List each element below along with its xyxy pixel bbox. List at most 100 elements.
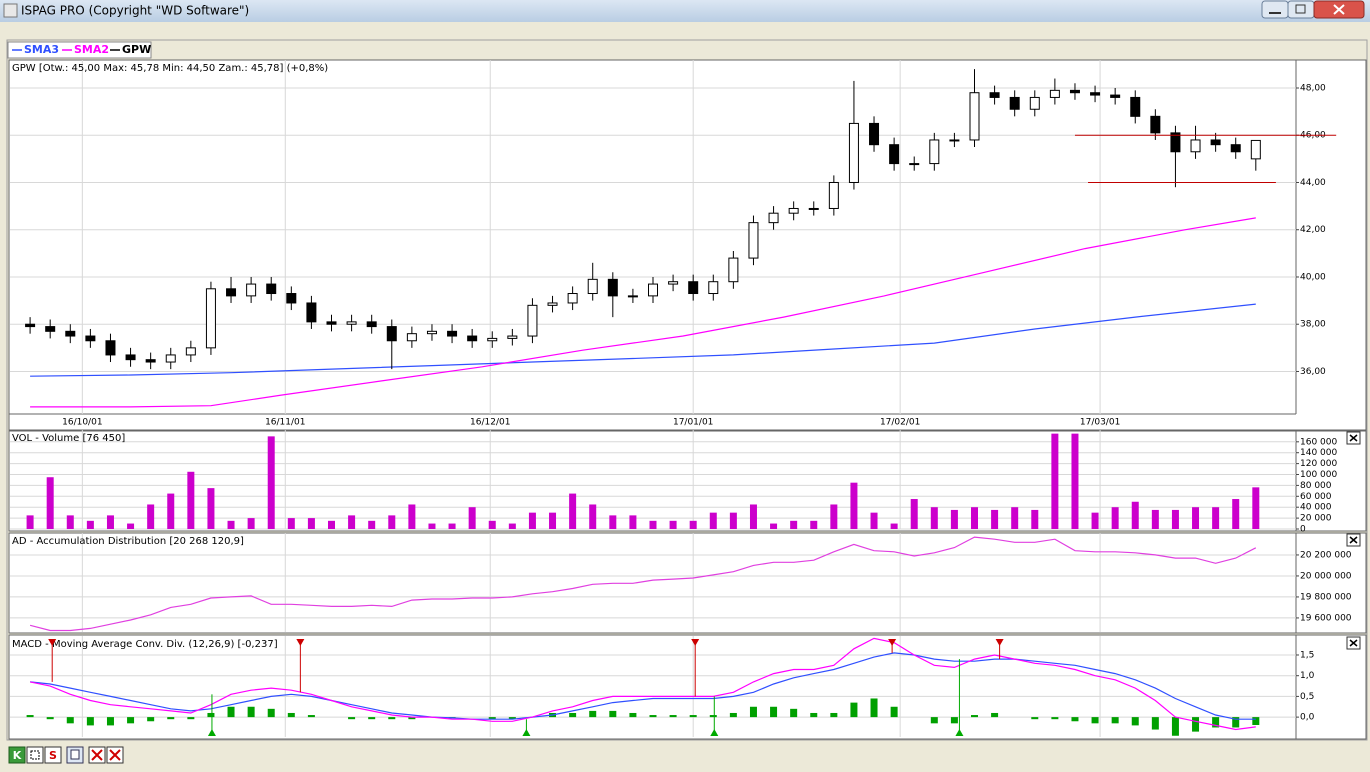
bar [810, 520, 818, 529]
price-panel [8, 59, 1367, 431]
volume-panel [8, 430, 1367, 532]
candle-body [648, 283, 658, 297]
bar [468, 507, 476, 529]
bar [428, 523, 436, 529]
candle-body [547, 302, 558, 306]
y-tick-label: 1,5 [1300, 650, 1314, 660]
bar [1232, 717, 1240, 728]
candle-body [266, 283, 277, 295]
bar [408, 717, 416, 720]
bar [689, 715, 697, 718]
signal-marker [691, 639, 700, 646]
bar [46, 717, 54, 720]
candle-body [447, 330, 458, 337]
ad-panel [8, 532, 1367, 634]
candle-body [487, 337, 498, 342]
candle-body [728, 257, 739, 283]
bar [589, 710, 597, 718]
bar [147, 504, 155, 529]
toolbar-icon [109, 749, 121, 761]
y-tick-label: 0 [1300, 525, 1306, 535]
bar [1071, 717, 1079, 722]
y-tick-label: 19 600 000 [1300, 613, 1352, 623]
bar [127, 717, 135, 724]
bar [1091, 512, 1099, 529]
toolbar: K S [8, 746, 124, 764]
y-tick-label: 20 000 [1300, 514, 1332, 524]
candle-body [909, 163, 920, 166]
bar [1212, 717, 1220, 728]
bar [187, 717, 195, 720]
x-tick-label: 16/10/01 [62, 418, 102, 428]
toolbar-button[interactable] [44, 746, 62, 764]
bar [1111, 507, 1119, 529]
toolbar-icon [30, 750, 40, 760]
panel-close-buttons [1346, 431, 1361, 650]
bar [669, 520, 677, 529]
bar [950, 717, 958, 724]
bar [147, 717, 155, 722]
bar [488, 520, 496, 529]
bar [167, 717, 175, 720]
toolbar-icon [91, 749, 103, 761]
y-tick-label: 160 000 [1300, 437, 1337, 447]
bar [930, 507, 938, 529]
candle-body [25, 323, 36, 328]
line-series [30, 217, 1256, 408]
x-tick-label: 16/12/01 [470, 418, 510, 428]
candle-body [688, 281, 699, 295]
bar [609, 515, 617, 529]
candle-body [85, 335, 96, 342]
bar [488, 717, 496, 720]
bar [971, 715, 978, 718]
toolbar-button[interactable] [26, 746, 44, 764]
y-tick-label: 42,00 [1300, 225, 1326, 235]
candle-body [989, 92, 1000, 98]
macd-panel [8, 634, 1367, 740]
line-series [30, 652, 1256, 720]
candle-body [1250, 139, 1261, 160]
bar [971, 507, 978, 529]
candle-body [748, 222, 759, 259]
restore-button[interactable] [1287, 0, 1315, 19]
bar [749, 706, 757, 718]
bar [328, 520, 335, 529]
candle-body [1069, 89, 1080, 94]
panel-close-icon [1349, 434, 1358, 442]
candle-body [889, 144, 900, 165]
bar [1051, 717, 1059, 720]
candle-body [969, 92, 980, 141]
bar [1192, 507, 1200, 529]
bar [1252, 487, 1260, 529]
bar [448, 523, 456, 529]
x-tick-label: 17/03/01 [1080, 418, 1120, 428]
toolbar-button[interactable] [8, 746, 26, 764]
bar [1011, 507, 1019, 529]
candle-body [105, 340, 116, 356]
bar [1212, 507, 1220, 529]
x-tick-label: 17/02/01 [880, 418, 920, 428]
bar [106, 515, 114, 529]
candle-body [467, 335, 478, 342]
bar [508, 717, 516, 720]
candle-body [587, 278, 598, 295]
bar [1192, 717, 1200, 732]
bar [388, 515, 396, 529]
bar [689, 520, 697, 529]
minimize-button[interactable] [1261, 0, 1289, 19]
bar [629, 712, 637, 718]
candle-body [788, 207, 799, 214]
candle-body [1009, 96, 1020, 110]
bar [649, 715, 657, 718]
bar [709, 512, 717, 529]
y-tick-label: 20 200 000 [1300, 550, 1352, 560]
candle-body [386, 326, 397, 342]
line-series [29, 637, 1256, 731]
bar [26, 515, 34, 529]
bar [1151, 717, 1159, 730]
bar [127, 523, 135, 529]
signal-marker [296, 639, 305, 646]
signal-marker [888, 639, 897, 646]
bar [86, 717, 94, 726]
bar [950, 509, 958, 529]
